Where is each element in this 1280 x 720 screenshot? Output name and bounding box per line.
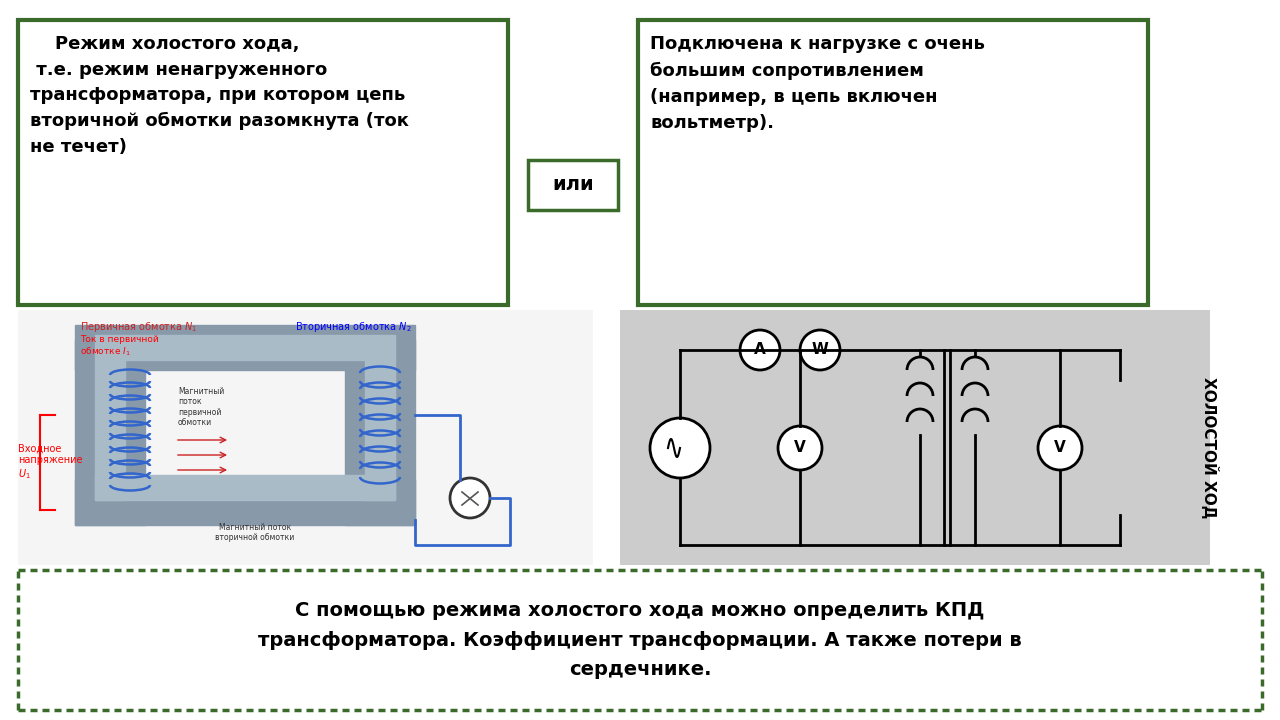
Bar — [18, 570, 1262, 710]
Circle shape — [800, 330, 840, 370]
Text: Подключена к нагрузке с очень
большим сопротивлением
(например, в цепь включен
в: Подключена к нагрузке с очень большим со… — [650, 35, 984, 132]
Text: V: V — [1055, 441, 1066, 456]
Text: Входное
напряжение
$U_1$: Входное напряжение $U_1$ — [18, 444, 82, 481]
Text: Режим холостого хода,
 т.е. режим ненагруженного
трансформатора, при котором цеп: Режим холостого хода, т.е. режим ненагру… — [29, 35, 408, 156]
Text: Первичная обмотка $N_1$: Первичная обмотка $N_1$ — [79, 320, 197, 334]
Bar — [95, 360, 125, 500]
Circle shape — [451, 478, 490, 518]
Text: Вторичная обмотка $N_2$: Вторичная обмотка $N_2$ — [294, 320, 412, 334]
Text: Ток в первичной
обмотке $I_1$: Ток в первичной обмотке $I_1$ — [79, 336, 159, 359]
Bar — [365, 360, 396, 500]
Bar — [529, 160, 618, 210]
Text: или: или — [552, 176, 594, 194]
Bar — [76, 325, 415, 370]
Circle shape — [1038, 426, 1082, 470]
Bar — [637, 20, 1148, 305]
Bar — [95, 475, 396, 500]
Text: Магнитный поток
вторичной обмотки: Магнитный поток вторичной обмотки — [215, 523, 294, 542]
Circle shape — [778, 426, 822, 470]
Circle shape — [650, 418, 710, 478]
Text: ХОЛОСТОЙ ХОД: ХОЛОСТОЙ ХОД — [1201, 377, 1219, 518]
Text: A: A — [754, 343, 765, 358]
Text: Магнитный
поток
первичной
обмотки: Магнитный поток первичной обмотки — [178, 387, 224, 427]
Text: W: W — [812, 343, 828, 358]
Bar — [620, 310, 1210, 565]
Bar — [18, 20, 508, 305]
Circle shape — [740, 330, 780, 370]
Text: С помощью режима холостого хода можно определить КПД
трансформатора. Коэффициент: С помощью режима холостого хода можно оп… — [259, 601, 1021, 679]
Bar — [76, 340, 145, 525]
Text: V: V — [794, 441, 806, 456]
Bar — [18, 310, 593, 565]
Bar — [76, 480, 415, 525]
Bar — [346, 340, 415, 525]
Bar — [95, 335, 396, 360]
